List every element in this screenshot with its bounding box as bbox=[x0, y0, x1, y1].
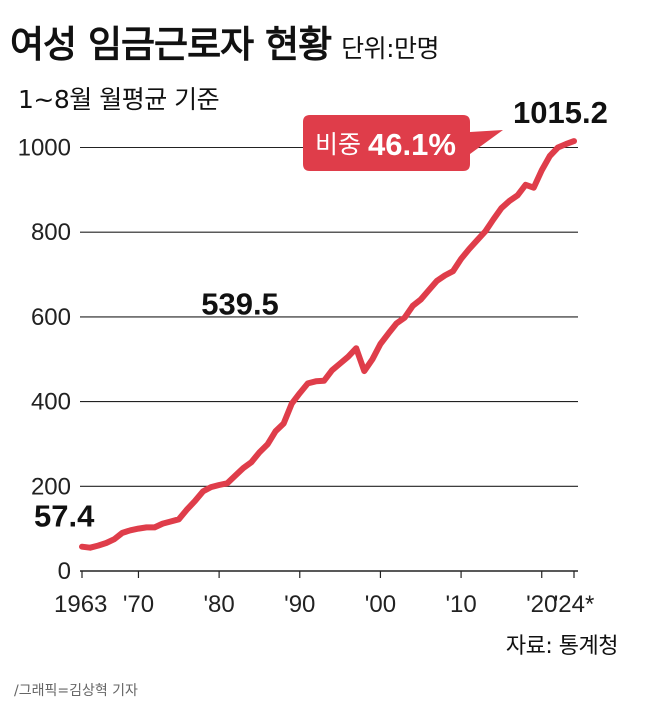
callout-label: 비중 bbox=[315, 130, 361, 159]
chart-title: 여성 임금근로자 현황 bbox=[10, 23, 332, 66]
y-axis-ticks: 0 200 400 600 800 1000 bbox=[18, 135, 71, 586]
x-tick-label: '00 bbox=[365, 591, 396, 618]
source-note: 자료: 통계청 bbox=[505, 634, 619, 659]
callout-bubble bbox=[303, 115, 503, 171]
x-tick-label: '90 bbox=[284, 591, 315, 618]
data-label: 539.5 bbox=[201, 287, 279, 322]
y-tick-label: 1000 bbox=[18, 135, 71, 162]
x-tick-label: '20 bbox=[526, 591, 557, 618]
y-tick-label: 0 bbox=[58, 558, 71, 585]
chart-subtitle: 1~8월 월평균 기준 bbox=[18, 85, 220, 114]
x-tick-label: '80 bbox=[203, 591, 234, 618]
callout-value: 46.1% bbox=[368, 127, 456, 162]
x-tick-label: '24* bbox=[554, 591, 595, 618]
share-callout: 비중 46.1% bbox=[303, 115, 503, 171]
x-tick-label: 1963 bbox=[54, 591, 107, 618]
y-tick-label: 200 bbox=[31, 473, 71, 500]
x-tick-label: '10 bbox=[445, 591, 476, 618]
gridlines bbox=[80, 146, 578, 572]
x-tick-label: '70 bbox=[123, 591, 154, 618]
data-label: 1015.2 bbox=[513, 95, 608, 130]
x-axis-ticks: 1963 '70 '80 '90 '00 '10 '20'24* bbox=[54, 571, 594, 618]
data-label: 57.4 bbox=[34, 499, 95, 534]
title-row: 여성 임금근로자 현황 단위:만명 bbox=[10, 14, 440, 68]
series-line bbox=[79, 138, 577, 551]
data-labels: 57.4 539.5 1015.2 bbox=[34, 95, 608, 534]
y-tick-label: 400 bbox=[31, 389, 71, 416]
unit-label: 단위:만명 bbox=[341, 34, 440, 63]
y-tick-label: 600 bbox=[31, 304, 71, 331]
y-tick-label: 800 bbox=[31, 219, 71, 246]
graphic-credit: /그래픽=김상혁 기자 bbox=[14, 683, 138, 699]
